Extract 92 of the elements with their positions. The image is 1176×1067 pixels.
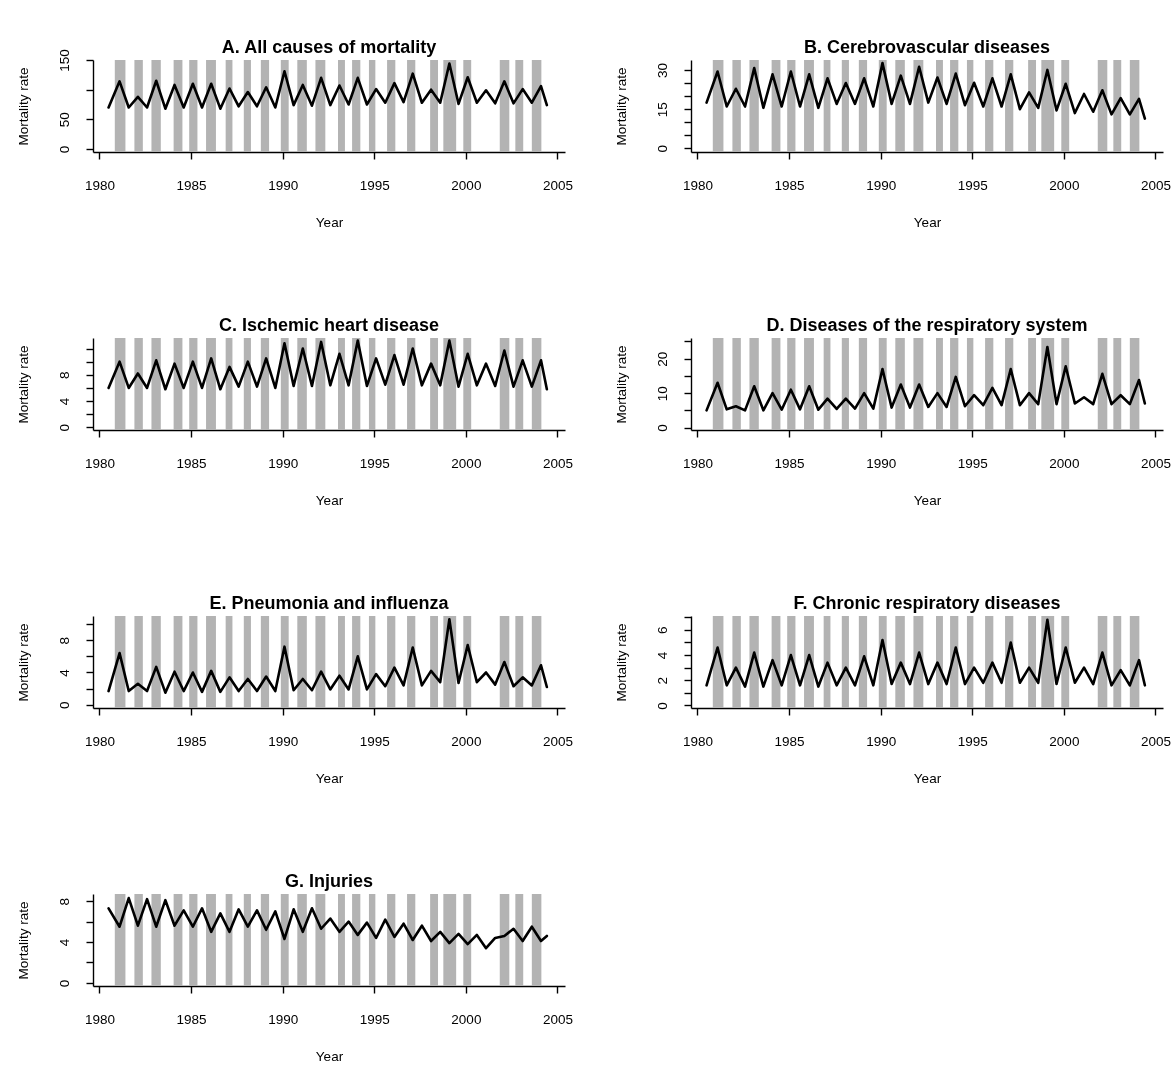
line-series: [107, 617, 549, 694]
y-tick-label: 0: [654, 702, 670, 710]
x-tick-label: 1985: [774, 177, 805, 193]
x-tick-label: 1990: [268, 1011, 299, 1027]
x-tick-label: 1990: [866, 733, 897, 749]
x-tick-label: 1985: [176, 1011, 207, 1027]
chart-title: B. Cerebrovascular diseases: [803, 37, 1051, 57]
x-tick-label: 1985: [176, 455, 207, 471]
x-axis-title: Year: [315, 215, 344, 230]
x-axis-title: Year: [315, 493, 344, 508]
y-tick-label: 50: [56, 112, 72, 128]
y-axis-title: Mortality rate: [15, 67, 31, 146]
y-axis-title: Mortality rate: [15, 901, 31, 980]
x-axis-title: Year: [315, 771, 344, 786]
line-series: [107, 62, 549, 110]
line-series: [107, 896, 549, 950]
y-tick-label: 10: [654, 386, 670, 402]
x-tick-label: 1980: [84, 1011, 115, 1027]
x-tick-label: 2000: [451, 733, 482, 749]
x-tick-label: 1980: [84, 455, 115, 471]
x-tick-label: 1985: [774, 455, 805, 471]
line-series: [705, 618, 1147, 688]
x-tick-label: 1995: [359, 733, 390, 749]
x-tick-label: 2005: [1140, 733, 1172, 749]
y-tick-label: 6: [654, 626, 670, 635]
chart-title: F. Chronic respiratory diseases: [793, 593, 1061, 613]
line-series: [107, 339, 549, 391]
x-tick-label: 2000: [451, 1011, 482, 1027]
chart-title: E. Pneumonia and influenza: [209, 593, 450, 613]
x-tick-label: 1985: [176, 733, 207, 749]
x-axis-title: Year: [913, 493, 942, 508]
x-tick-label: 2000: [451, 177, 482, 193]
x-tick-label: 1985: [176, 177, 207, 193]
y-axis-title: Mortality rate: [613, 345, 629, 424]
x-tick-label: 1980: [84, 733, 115, 749]
x-tick-label: 1990: [268, 455, 299, 471]
y-axis-title: Mortality rate: [613, 67, 629, 146]
y-axis-title: Mortality rate: [15, 623, 31, 702]
x-tick-label: 1995: [957, 455, 988, 471]
x-tick-label: 1980: [682, 733, 713, 749]
y-tick-label: 30: [654, 62, 670, 78]
x-tick-label: 1980: [682, 455, 713, 471]
x-tick-label: 2000: [1049, 733, 1080, 749]
x-tick-label: 2005: [1140, 455, 1172, 471]
x-tick-label: 2005: [542, 177, 574, 193]
y-tick-label: 2: [654, 677, 670, 685]
y-axis-title: Mortality rate: [613, 623, 629, 702]
y-tick-label: 4: [56, 938, 72, 947]
y-tick-label: 4: [654, 651, 670, 660]
y-tick-label: 20: [654, 351, 670, 367]
y-tick-label: 8: [56, 636, 72, 645]
x-tick-label: 2005: [542, 733, 574, 749]
x-tick-label: 1995: [359, 1011, 390, 1027]
chart-title: D. Diseases of the respiratory system: [766, 315, 1088, 335]
x-tick-label: 1990: [866, 177, 897, 193]
x-tick-label: 1995: [957, 733, 988, 749]
x-tick-label: 2005: [542, 1011, 574, 1027]
x-tick-label: 1990: [866, 455, 897, 471]
x-tick-label: 1995: [359, 455, 390, 471]
x-tick-label: 1980: [682, 177, 713, 193]
x-axis-title: Year: [913, 771, 942, 786]
x-tick-label: 1990: [268, 733, 299, 749]
chart-title: A. All causes of mortality: [221, 37, 437, 57]
y-axis-title: Mortality rate: [15, 345, 31, 424]
y-tick-label: 8: [56, 371, 72, 380]
line-series: [705, 345, 1147, 412]
y-tick-label: 150: [56, 49, 72, 72]
x-tick-label: 1980: [84, 177, 115, 193]
y-tick-label: 0: [654, 145, 670, 153]
x-tick-label: 2000: [451, 455, 482, 471]
x-tick-label: 1990: [268, 177, 299, 193]
y-tick-label: 4: [56, 668, 72, 677]
x-tick-label: 1995: [359, 177, 390, 193]
x-tick-label: 2005: [542, 455, 574, 471]
y-tick-label: 0: [654, 424, 670, 432]
y-tick-label: 8: [56, 897, 72, 906]
x-tick-label: 2005: [1140, 177, 1172, 193]
y-tick-label: 0: [56, 145, 72, 154]
y-tick-label: 15: [654, 102, 670, 118]
x-tick-label: 1985: [774, 733, 805, 749]
line-series: [705, 61, 1147, 120]
y-tick-label: 0: [56, 424, 72, 432]
y-tick-label: 4: [56, 397, 72, 406]
chart-title: G. Injuries: [284, 871, 374, 891]
chart-title: C. Ischemic heart disease: [218, 315, 440, 335]
x-tick-label: 2000: [1049, 455, 1080, 471]
y-tick-label: 0: [56, 701, 72, 710]
x-tick-label: 1995: [957, 177, 988, 193]
y-tick-label: 0: [56, 979, 72, 988]
x-axis-title: Year: [315, 1049, 344, 1064]
x-axis-title: Year: [913, 215, 942, 230]
x-tick-label: 2000: [1049, 177, 1080, 193]
